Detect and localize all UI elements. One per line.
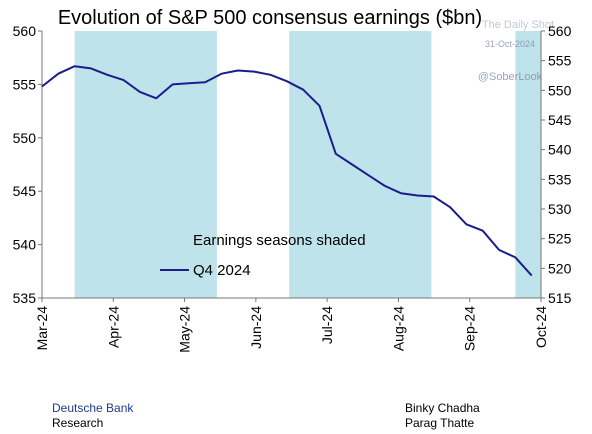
x-tick-label-mar-24: Mar-24 [34,306,50,351]
y-left-tick-label-560: 560 [13,23,37,39]
y-right-tick-label-535: 535 [548,171,572,187]
footer-author-2: Parag Thatte [405,416,475,430]
y-left-tick-label-535: 535 [13,290,37,306]
y-left-tick-label-540: 540 [13,237,37,253]
y-right-tick-label-550: 550 [548,82,572,98]
x-tick-label-oct-24: Oct-24 [533,306,549,348]
x-tick-label-jul-24: Jul-24 [319,306,335,344]
y-axis-right: 515 520 525 530 535 540 545 550 555 560 [541,23,572,306]
watermark-date: 31-Oct-2024 [485,39,535,49]
x-tick-label-jun-24: Jun-24 [248,306,264,349]
y-right-tick-label-560: 560 [548,23,572,39]
legend: Q4 2024 [160,262,251,279]
footer-department: Research [52,416,104,430]
footer-author-1: Binky Chadha [405,401,480,415]
x-tick-label-apr-24: Apr-24 [105,306,121,348]
legend-label-q4-2024: Q4 2024 [193,262,251,279]
x-axis: Mar-24 Apr-24 May-24 Jun-24 Jul-24 Aug-24 Sep-… [34,298,549,353]
y-right-tick-label-515: 515 [548,290,572,306]
y-right-tick-label-530: 530 [548,201,572,217]
shaded-period-1 [74,31,217,298]
y-left-tick-label-550: 550 [13,130,37,146]
watermark-line-1: The Daily Shot [482,19,554,31]
x-tick-label-aug-24: Aug-24 [390,306,406,351]
footer-company: Deutsche Bank [52,401,134,415]
earnings-season-shading [74,31,541,298]
y-right-tick-label-555: 555 [548,53,572,69]
series-line-q4-2024 [41,65,533,277]
watermark: The Daily Shot 31-Oct-2024 @SoberLook [478,19,554,83]
y-left-tick-label-555: 555 [13,76,37,92]
x-tick-label-may-24: May-24 [177,306,193,353]
y-right-tick-label-520: 520 [548,260,572,276]
y-axis-left: 535 540 545 550 555 560 [13,23,42,306]
series [41,65,533,277]
y-right-tick-label-525: 525 [548,231,572,247]
chart-title: Evolution of S&P 500 consensus earnings … [58,7,482,29]
watermark-handle: @SoberLook [478,71,543,83]
y-right-tick-label-545: 545 [548,112,572,128]
shaded-period-3 [515,31,541,298]
y-right-tick-label-540: 540 [548,142,572,158]
shading-note: Earnings seasons shaded [193,232,366,249]
x-tick-label-sep-24: Sep-24 [462,306,478,351]
shaded-period-2 [289,31,432,298]
axes [41,31,542,299]
y-left-tick-label-545: 545 [13,183,37,199]
